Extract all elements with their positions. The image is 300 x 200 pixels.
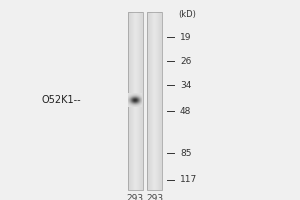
Text: (kD): (kD)	[178, 10, 196, 20]
Text: 34: 34	[180, 81, 191, 90]
Text: 48: 48	[180, 106, 191, 116]
Text: 26: 26	[180, 56, 191, 66]
Text: 85: 85	[180, 148, 191, 158]
Text: 19: 19	[180, 32, 191, 42]
Text: 293: 293	[146, 194, 163, 200]
Bar	[147, 12, 162, 190]
Text: 293: 293	[126, 194, 144, 200]
Bar	[128, 12, 142, 190]
Text: 117: 117	[180, 176, 197, 184]
Text: O52K1--: O52K1--	[41, 95, 81, 105]
